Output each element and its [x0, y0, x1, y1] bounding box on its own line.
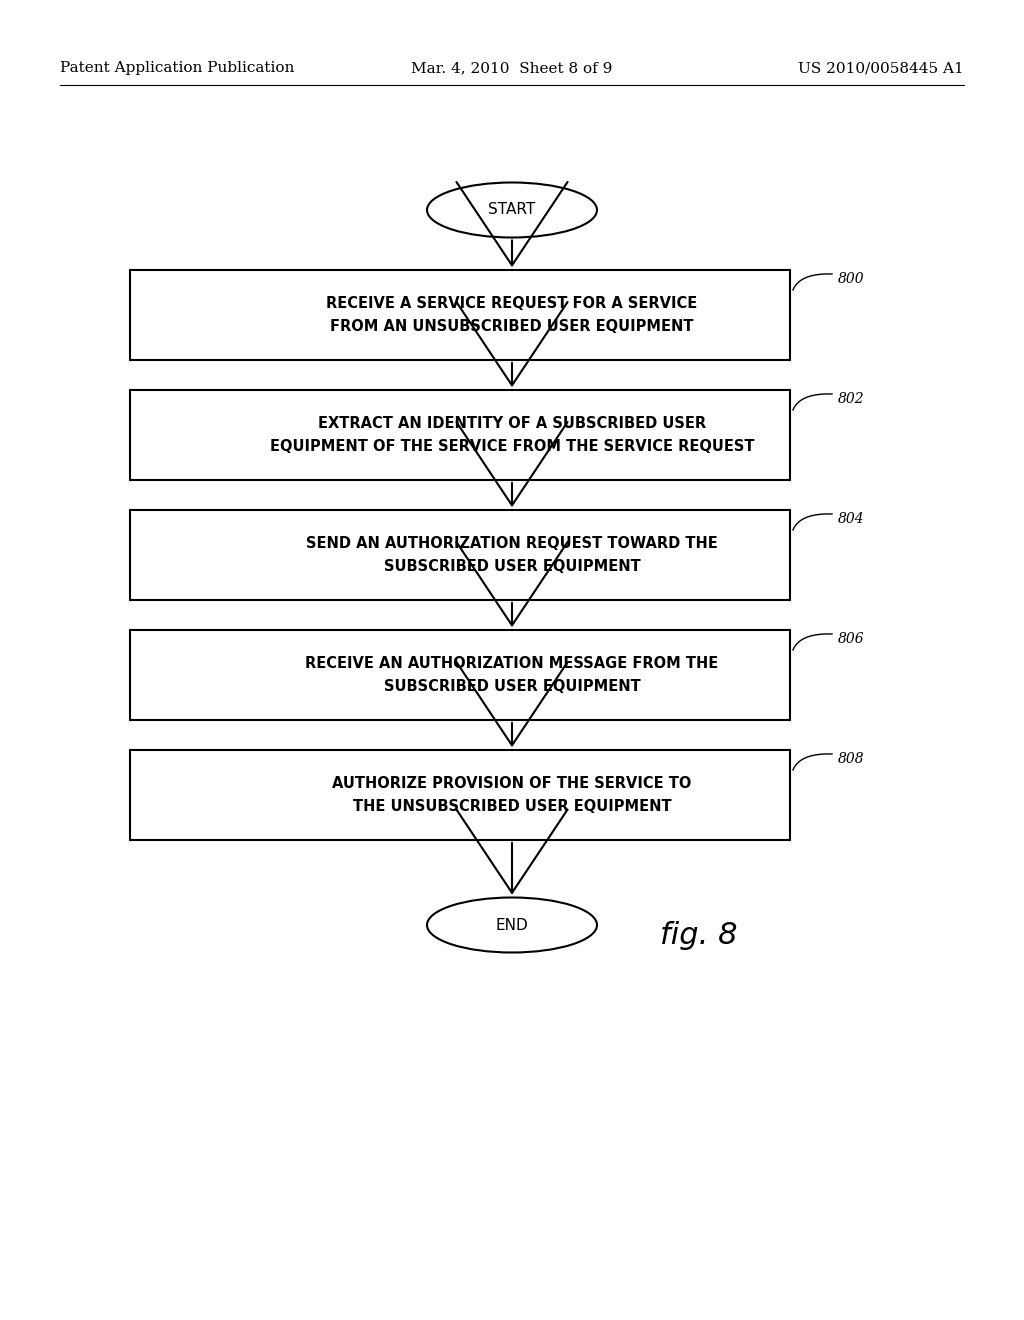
- Text: 806: 806: [838, 632, 864, 645]
- Text: 802: 802: [838, 392, 864, 407]
- Ellipse shape: [427, 182, 597, 238]
- FancyBboxPatch shape: [130, 630, 790, 719]
- Text: SEND AN AUTHORIZATION REQUEST TOWARD THE
SUBSCRIBED USER EQUIPMENT: SEND AN AUTHORIZATION REQUEST TOWARD THE…: [306, 536, 718, 574]
- Text: Mar. 4, 2010  Sheet 8 of 9: Mar. 4, 2010 Sheet 8 of 9: [412, 61, 612, 75]
- Text: AUTHORIZE PROVISION OF THE SERVICE TO
THE UNSUBSCRIBED USER EQUIPMENT: AUTHORIZE PROVISION OF THE SERVICE TO TH…: [333, 776, 691, 813]
- Text: 808: 808: [838, 752, 864, 766]
- FancyBboxPatch shape: [130, 389, 790, 480]
- Text: 804: 804: [838, 512, 864, 525]
- Text: US 2010/0058445 A1: US 2010/0058445 A1: [799, 61, 964, 75]
- FancyBboxPatch shape: [130, 750, 790, 840]
- FancyBboxPatch shape: [130, 271, 790, 360]
- Text: fig. 8: fig. 8: [660, 920, 737, 949]
- Text: EXTRACT AN IDENTITY OF A SUBSCRIBED USER
EQUIPMENT OF THE SERVICE FROM THE SERVI: EXTRACT AN IDENTITY OF A SUBSCRIBED USER…: [269, 416, 755, 454]
- Text: Patent Application Publication: Patent Application Publication: [60, 61, 294, 75]
- Ellipse shape: [427, 898, 597, 953]
- Text: 800: 800: [838, 272, 864, 286]
- Text: START: START: [488, 202, 536, 218]
- Text: RECEIVE A SERVICE REQUEST FOR A SERVICE
FROM AN UNSUBSCRIBED USER EQUIPMENT: RECEIVE A SERVICE REQUEST FOR A SERVICE …: [327, 297, 697, 334]
- Text: END: END: [496, 917, 528, 932]
- FancyBboxPatch shape: [130, 510, 790, 601]
- Text: RECEIVE AN AUTHORIZATION MESSAGE FROM THE
SUBSCRIBED USER EQUIPMENT: RECEIVE AN AUTHORIZATION MESSAGE FROM TH…: [305, 656, 719, 693]
